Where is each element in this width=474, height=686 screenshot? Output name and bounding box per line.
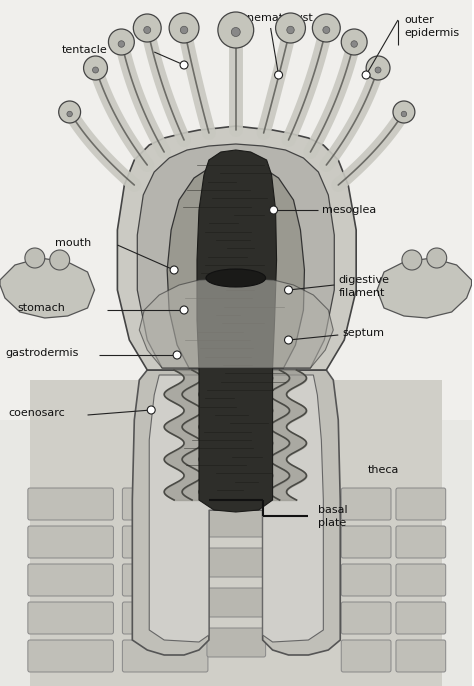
Circle shape bbox=[169, 13, 199, 43]
Polygon shape bbox=[167, 160, 304, 368]
FancyBboxPatch shape bbox=[122, 488, 208, 520]
Polygon shape bbox=[30, 380, 442, 686]
Circle shape bbox=[284, 336, 292, 344]
Text: mesoglea: mesoglea bbox=[322, 205, 376, 215]
Text: filament: filament bbox=[338, 288, 384, 298]
Circle shape bbox=[50, 250, 70, 270]
Circle shape bbox=[25, 248, 45, 268]
Text: outer: outer bbox=[404, 15, 434, 25]
Circle shape bbox=[427, 248, 447, 268]
Polygon shape bbox=[139, 278, 333, 368]
FancyBboxPatch shape bbox=[396, 488, 446, 520]
Circle shape bbox=[147, 406, 155, 414]
Text: coenosarc: coenosarc bbox=[8, 408, 65, 418]
Circle shape bbox=[362, 71, 370, 79]
Circle shape bbox=[375, 67, 381, 73]
Circle shape bbox=[218, 12, 254, 48]
FancyBboxPatch shape bbox=[28, 640, 113, 672]
Circle shape bbox=[173, 351, 181, 359]
FancyBboxPatch shape bbox=[28, 602, 113, 634]
FancyBboxPatch shape bbox=[396, 526, 446, 558]
Circle shape bbox=[180, 26, 188, 34]
Circle shape bbox=[312, 14, 340, 42]
Circle shape bbox=[351, 40, 357, 47]
Circle shape bbox=[118, 40, 125, 47]
FancyBboxPatch shape bbox=[207, 628, 265, 657]
Polygon shape bbox=[377, 258, 472, 318]
FancyBboxPatch shape bbox=[207, 548, 265, 577]
Circle shape bbox=[67, 111, 73, 117]
FancyBboxPatch shape bbox=[122, 640, 208, 672]
Circle shape bbox=[366, 56, 390, 80]
Text: basal: basal bbox=[319, 505, 348, 515]
Polygon shape bbox=[137, 144, 334, 368]
Circle shape bbox=[144, 27, 151, 34]
Text: digestive: digestive bbox=[338, 275, 389, 285]
FancyBboxPatch shape bbox=[396, 564, 446, 596]
Circle shape bbox=[274, 71, 283, 79]
FancyBboxPatch shape bbox=[341, 640, 391, 672]
Circle shape bbox=[402, 250, 422, 270]
Circle shape bbox=[180, 61, 188, 69]
FancyBboxPatch shape bbox=[341, 488, 391, 520]
Polygon shape bbox=[149, 375, 323, 642]
Circle shape bbox=[59, 101, 81, 123]
FancyBboxPatch shape bbox=[207, 508, 265, 537]
FancyBboxPatch shape bbox=[28, 526, 113, 558]
FancyBboxPatch shape bbox=[122, 602, 208, 634]
Text: tentacle: tentacle bbox=[62, 45, 108, 55]
Text: epidermis: epidermis bbox=[404, 28, 459, 38]
Circle shape bbox=[287, 26, 294, 34]
Polygon shape bbox=[197, 150, 276, 512]
Ellipse shape bbox=[206, 269, 265, 287]
Circle shape bbox=[275, 13, 305, 43]
FancyBboxPatch shape bbox=[341, 564, 391, 596]
FancyBboxPatch shape bbox=[396, 602, 446, 634]
Circle shape bbox=[231, 27, 240, 36]
Polygon shape bbox=[132, 370, 340, 655]
FancyBboxPatch shape bbox=[341, 602, 391, 634]
Polygon shape bbox=[0, 0, 472, 420]
FancyBboxPatch shape bbox=[28, 564, 113, 596]
FancyBboxPatch shape bbox=[341, 526, 391, 558]
Circle shape bbox=[341, 29, 367, 55]
FancyBboxPatch shape bbox=[122, 564, 208, 596]
Circle shape bbox=[109, 29, 134, 55]
Circle shape bbox=[133, 14, 161, 42]
Text: stomach: stomach bbox=[18, 303, 66, 313]
FancyBboxPatch shape bbox=[122, 526, 208, 558]
Circle shape bbox=[393, 101, 415, 123]
Text: septum: septum bbox=[342, 328, 384, 338]
FancyBboxPatch shape bbox=[396, 640, 446, 672]
Circle shape bbox=[270, 206, 278, 214]
Text: nematocyst: nematocyst bbox=[247, 13, 312, 23]
Polygon shape bbox=[118, 126, 356, 370]
Circle shape bbox=[284, 286, 292, 294]
Circle shape bbox=[92, 67, 99, 73]
Circle shape bbox=[401, 111, 407, 117]
Circle shape bbox=[323, 27, 330, 34]
FancyBboxPatch shape bbox=[28, 488, 113, 520]
Text: theca: theca bbox=[368, 465, 400, 475]
Text: plate: plate bbox=[319, 518, 346, 528]
Circle shape bbox=[180, 306, 188, 314]
Text: mouth: mouth bbox=[55, 238, 91, 248]
Polygon shape bbox=[0, 258, 94, 318]
Circle shape bbox=[170, 266, 178, 274]
Text: gastrodermis: gastrodermis bbox=[5, 348, 78, 358]
FancyBboxPatch shape bbox=[207, 588, 265, 617]
Circle shape bbox=[83, 56, 108, 80]
